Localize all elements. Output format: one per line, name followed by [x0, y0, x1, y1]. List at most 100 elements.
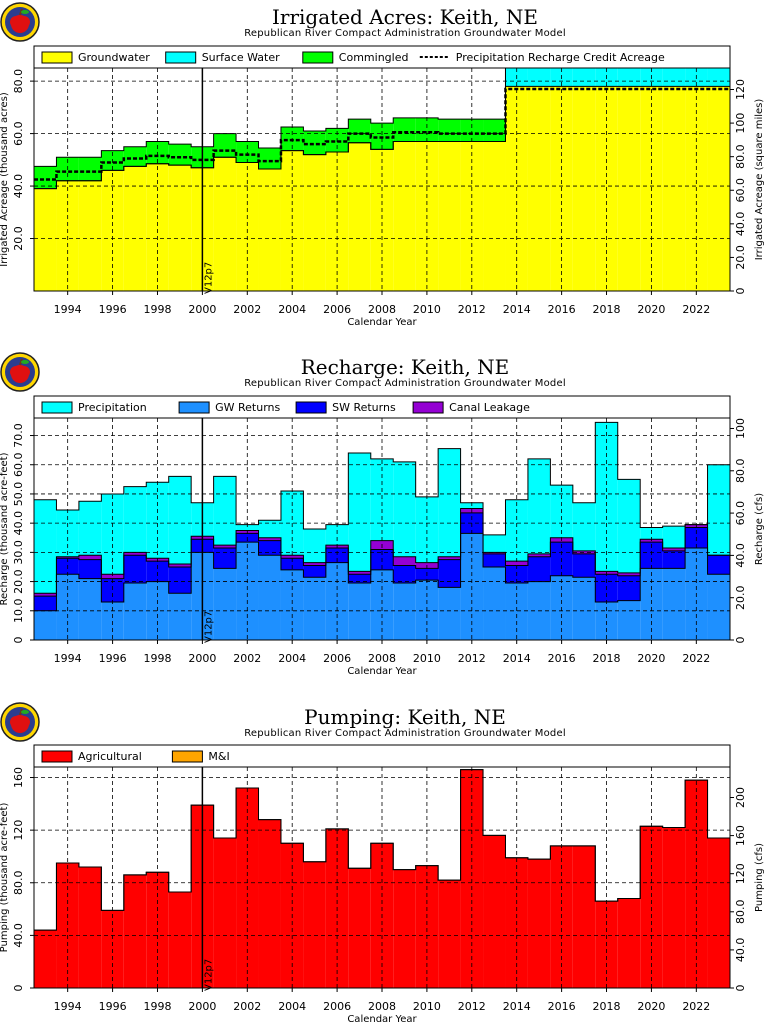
- legend-label: Canal Leakage: [449, 401, 530, 414]
- x-tick-label: 1994: [54, 652, 82, 665]
- y-tick-label: 10.0: [12, 599, 25, 624]
- y2-tick-label: 0: [734, 985, 747, 992]
- bar-agricultural-2021: [662, 827, 686, 988]
- bar-sw-returns-1993: [34, 596, 57, 611]
- legend-label: M&I: [208, 750, 229, 763]
- bar-precipitation-2009: [393, 461, 416, 557]
- bar-canal-leakage-1995: [78, 555, 102, 560]
- bar-agricultural-2017: [572, 845, 596, 988]
- bar-agricultural-2011: [438, 880, 461, 988]
- bar-surface-water-2019: [617, 68, 641, 87]
- x-tick-label: 1998: [143, 1000, 171, 1013]
- bar-sw-returns-2007: [348, 574, 371, 584]
- precip-credit-line: [34, 87, 730, 181]
- bar-sw-returns-2021: [662, 550, 686, 569]
- y2-tick-label: 200: [734, 787, 747, 808]
- bar-sw-returns-2003: [258, 540, 281, 556]
- legend-label: Precipitation: [78, 401, 147, 414]
- bar-gw-returns-1993: [34, 610, 57, 640]
- version-marker-label: V12p7: [203, 959, 214, 991]
- y-tick-label: 80.0: [12, 871, 25, 896]
- bar-canal-leakage-2013: [483, 552, 506, 554]
- bar-precipitation-2021: [662, 526, 686, 548]
- bar-groundwater-1999: [168, 165, 192, 291]
- y-axis-label: Irrigated Acreage (thousand acres): [0, 92, 10, 267]
- x-tick-label: 2012: [458, 303, 486, 316]
- x-tick-label: 2018: [593, 652, 621, 665]
- y2-tick-label: 100: [734, 418, 747, 439]
- bar-gw-returns-2005: [303, 577, 326, 640]
- y2-tick-label: 120: [734, 863, 747, 884]
- y-tick-label: 20.0: [12, 226, 25, 251]
- bar-gw-returns-1997: [123, 583, 147, 640]
- x-tick-label: 2002: [233, 303, 261, 316]
- bar-agricultural-2015: [527, 859, 551, 988]
- bar-groundwater-2015: [527, 86, 551, 291]
- bar-groundwater-2003: [258, 169, 281, 291]
- x-tick-label: 2018: [593, 303, 621, 316]
- bar-gw-returns-2008: [370, 569, 394, 640]
- bar-precipitation-2015: [527, 458, 551, 554]
- legend-label: Groundwater: [78, 51, 150, 64]
- apple-logo-icon: [0, 2, 40, 42]
- grid-lines: [34, 767, 730, 988]
- version-marker-label: V12p7: [203, 611, 214, 643]
- bar-canal-leakage-2017: [572, 550, 596, 554]
- y2-tick-label: 20.0: [734, 245, 747, 270]
- bar-precipitation-2008: [370, 458, 394, 541]
- y-tick-label: 0: [12, 985, 25, 992]
- bar-canal-leakage-2014: [505, 561, 528, 566]
- y-tick-label: 50.0: [12, 482, 25, 507]
- legend-swatch: [171, 750, 203, 763]
- x-tick-label: 2020: [637, 303, 665, 316]
- x-tick-label: 2014: [503, 303, 531, 316]
- x-tick-label: 2008: [368, 652, 396, 665]
- x-tick-label: 2008: [368, 1000, 396, 1013]
- bar-groundwater-1993: [34, 188, 57, 291]
- bar-agricultural-2007: [348, 868, 371, 988]
- bar-gw-returns-1999: [168, 593, 192, 640]
- bar-commingled-1997: [123, 146, 147, 167]
- bar-canal-leakage-2005: [303, 562, 326, 566]
- series-outline: [34, 421, 730, 536]
- y2-tick-label: 100: [734, 113, 747, 134]
- bar-groundwater-2006: [325, 151, 349, 291]
- bar-gw-returns-2001: [213, 568, 237, 640]
- bar-groundwater-2009: [393, 141, 416, 291]
- x-tick-label: 2022: [682, 303, 710, 316]
- y-tick-label: 70.0: [12, 423, 25, 448]
- bar-agricultural-2001: [213, 838, 237, 988]
- grid-lines: [34, 68, 730, 291]
- x-tick-label: 2008: [368, 303, 396, 316]
- chart-title: Recharge: Keith, NE: [301, 355, 510, 379]
- bar-sw-returns-2001: [213, 547, 237, 569]
- x-axis-label: Calendar Year: [347, 1014, 417, 1024]
- bar-precipitation-2003: [258, 520, 281, 538]
- bar-commingled-2007: [348, 119, 371, 143]
- bar-canal-leakage-1996: [101, 574, 124, 579]
- bar-precipitation-2023: [707, 464, 730, 556]
- series-outline: [34, 512, 730, 597]
- legend-swatch: [41, 401, 73, 414]
- bar-groundwater-2011: [438, 141, 461, 291]
- bar-sw-returns-2017: [572, 553, 596, 578]
- chart-title: Pumping: Keith, NE: [304, 705, 506, 729]
- bar-gw-returns-2011: [438, 587, 461, 640]
- bar-sw-returns-1997: [123, 555, 147, 584]
- chart-subtitle: Republican River Compact Administration …: [244, 28, 566, 39]
- x-tick-label: 1996: [99, 652, 127, 665]
- x-tick-label: 1994: [54, 303, 82, 316]
- bar-gw-returns-2014: [505, 583, 528, 640]
- x-tick-label: 1996: [99, 1000, 127, 1013]
- bar-commingled-2008: [370, 123, 394, 150]
- bar-gw-returns-2002: [236, 542, 259, 640]
- bar-gw-returns-2023: [707, 574, 730, 640]
- bar-groundwater-2002: [236, 162, 259, 291]
- x-tick-label: 2014: [503, 1000, 531, 1013]
- bar-canal-leakage-2009: [393, 556, 416, 566]
- bar-surface-water-2015: [527, 68, 551, 87]
- bar-sw-returns-1996: [101, 578, 124, 603]
- x-tick-label: 1998: [143, 652, 171, 665]
- x-tick-label: 1996: [99, 303, 127, 316]
